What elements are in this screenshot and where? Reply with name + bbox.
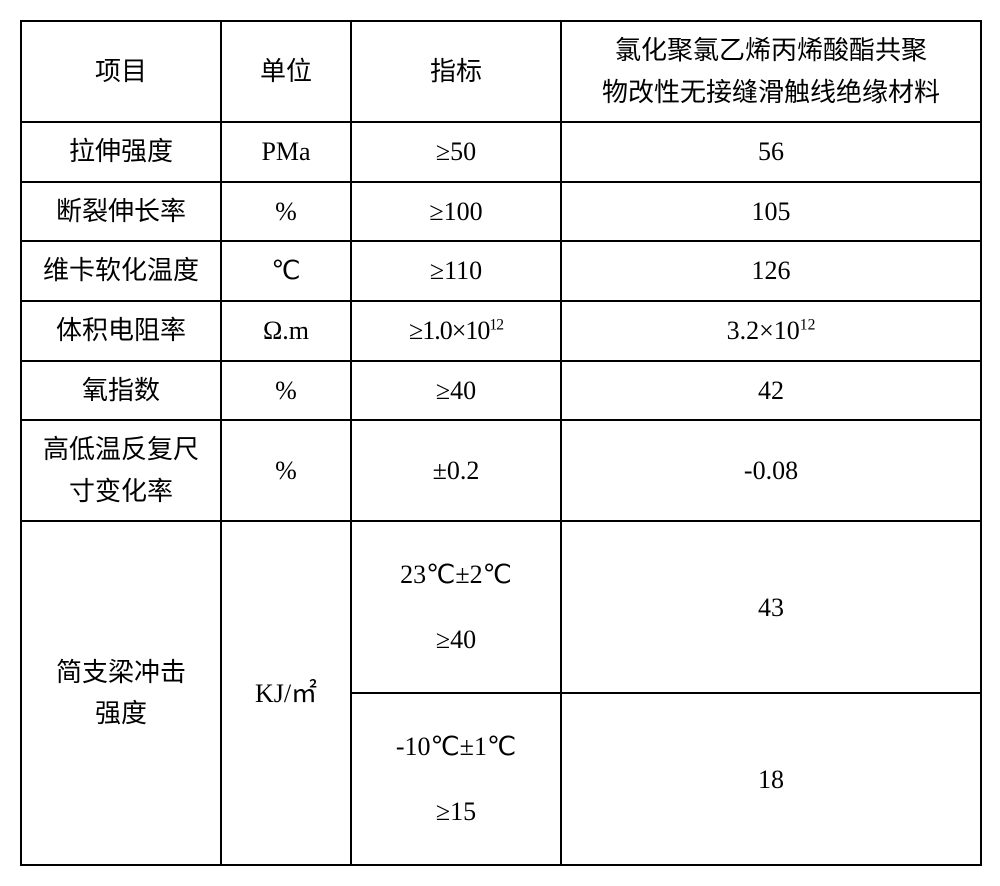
table-row: 体积电阻率 Ω.m ≥1.0×1012 3.2×1012 — [21, 301, 981, 361]
table-row-impact-1: 简支梁冲击 强度 KJ/㎡ 23℃±2℃ ≥40 43 — [21, 521, 981, 693]
header-spec: 指标 — [351, 21, 561, 122]
impact-item-line2: 强度 — [95, 699, 147, 728]
table-row: 高低温反复尺 寸变化率 % ±0.2 -0.08 — [21, 420, 981, 521]
spec-cell: ≥40 — [351, 361, 561, 421]
table-header-row: 项目 单位 指标 氯化聚氯乙烯丙烯酸酯共聚 物改性无接缝滑触线绝缘材料 — [21, 21, 981, 122]
value-cell: 56 — [561, 122, 981, 182]
value-base: 3.2×10 — [727, 316, 800, 345]
header-item: 项目 — [21, 21, 221, 122]
item-cell: 体积电阻率 — [21, 301, 221, 361]
spec-cell: ≥1.0×1012 — [351, 301, 561, 361]
item-cell: 断裂伸长率 — [21, 182, 221, 242]
unit-cell-impact: KJ/㎡ — [221, 521, 351, 865]
item-cell: 拉伸强度 — [21, 122, 221, 182]
spec-cell: ≥100 — [351, 182, 561, 242]
table-row: 断裂伸长率 % ≥100 105 — [21, 182, 981, 242]
value-cell: -0.08 — [561, 420, 981, 521]
value-cell: 105 — [561, 182, 981, 242]
table-row: 氧指数 % ≥40 42 — [21, 361, 981, 421]
spec-cell: ≥50 — [351, 122, 561, 182]
impact-item-line1: 简支梁冲击 — [56, 658, 186, 687]
header-unit: 单位 — [221, 21, 351, 122]
unit-cell: ℃ — [221, 241, 351, 301]
item-line2: 寸变化率 — [69, 477, 173, 506]
value-cell-impact-2: 18 — [561, 693, 981, 865]
unit-cell: % — [221, 182, 351, 242]
unit-cell: % — [221, 420, 351, 521]
spec-base: ≥1.0×10 — [409, 316, 489, 345]
table-row: 拉伸强度 PMa ≥50 56 — [21, 122, 981, 182]
header-value: 氯化聚氯乙烯丙烯酸酯共聚 物改性无接缝滑触线绝缘材料 — [561, 21, 981, 122]
spec-cell-impact-2: -10℃±1℃ ≥15 — [351, 693, 561, 865]
value-cell: 3.2×1012 — [561, 301, 981, 361]
spec-cell-impact-1: 23℃±2℃ ≥40 — [351, 521, 561, 693]
item-cell: 高低温反复尺 寸变化率 — [21, 420, 221, 521]
spec-sup: 12 — [489, 316, 503, 333]
value-sup: 12 — [800, 316, 816, 333]
spec-cell: ±0.2 — [351, 420, 561, 521]
table-row: 维卡软化温度 ℃ ≥110 126 — [21, 241, 981, 301]
spec-cell: ≥110 — [351, 241, 561, 301]
unit-cell: % — [221, 361, 351, 421]
impact-spec1-line1: 23℃±2℃ — [400, 560, 512, 589]
impact-spec1-line2: ≥40 — [436, 625, 476, 654]
item-cell-impact: 简支梁冲击 强度 — [21, 521, 221, 865]
impact-spec2-line1: -10℃±1℃ — [396, 732, 516, 761]
header-value-line2: 物改性无接缝滑触线绝缘材料 — [602, 78, 940, 107]
value-cell: 42 — [561, 361, 981, 421]
value-cell: 126 — [561, 241, 981, 301]
item-cell: 维卡软化温度 — [21, 241, 221, 301]
unit-cell: PMa — [221, 122, 351, 182]
impact-spec2-line2: ≥15 — [436, 797, 476, 826]
item-line1: 高低温反复尺 — [43, 435, 199, 464]
value-cell-impact-1: 43 — [561, 521, 981, 693]
header-value-line1: 氯化聚氯乙烯丙烯酸酯共聚 — [615, 36, 927, 65]
spec-table: 项目 单位 指标 氯化聚氯乙烯丙烯酸酯共聚 物改性无接缝滑触线绝缘材料 拉伸强度… — [20, 20, 982, 866]
item-cell: 氧指数 — [21, 361, 221, 421]
unit-cell: Ω.m — [221, 301, 351, 361]
